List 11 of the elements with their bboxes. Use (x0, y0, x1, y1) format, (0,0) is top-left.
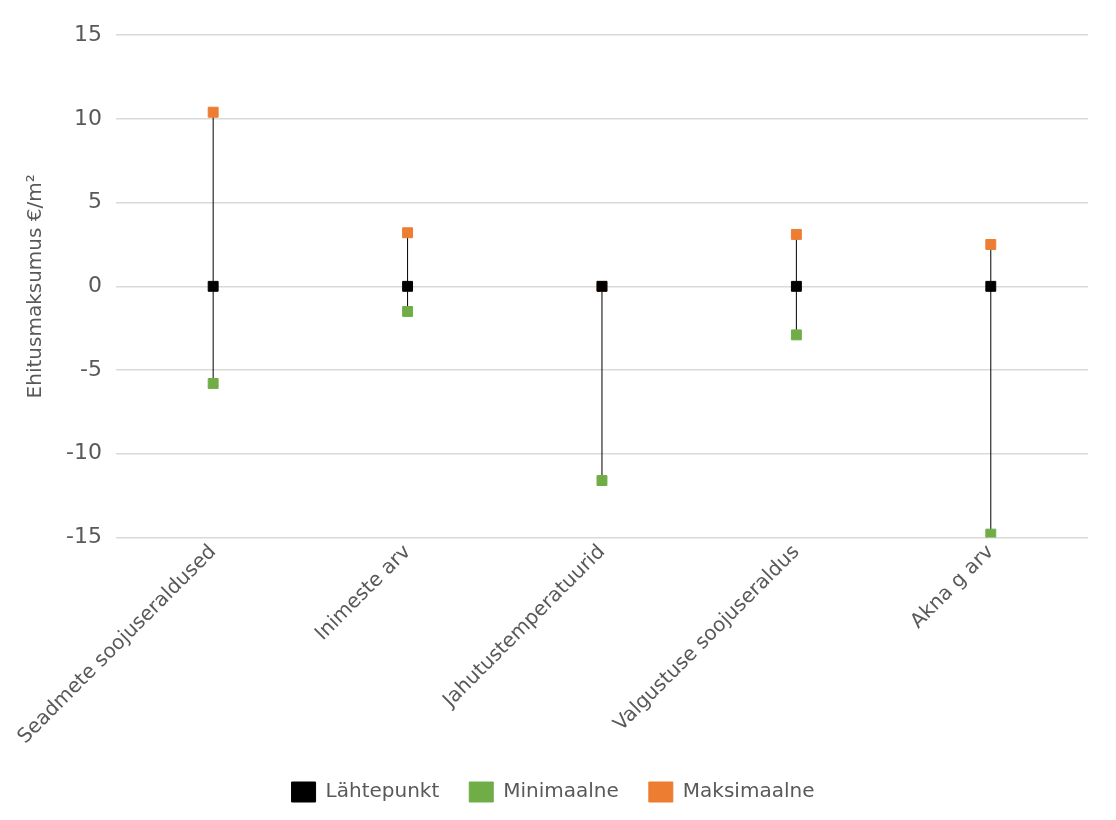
y-tick-label: 10 (73, 104, 102, 130)
y-tick-label: 5 (87, 188, 102, 214)
y-tick-label: -5 (80, 355, 102, 381)
y-tick-label: 15 (73, 20, 102, 46)
y-tick-label: -15 (66, 523, 102, 549)
legend-label: Minimaalne (503, 778, 619, 803)
y-tick-label: -10 (66, 439, 102, 465)
legend-label: Maksimaalne (682, 778, 815, 803)
y-tick-label: 0 (87, 272, 102, 298)
y-axis-title: Ehitusmaksumus €/m² (22, 174, 47, 399)
legend-label: Lähtepunkt (325, 778, 440, 803)
